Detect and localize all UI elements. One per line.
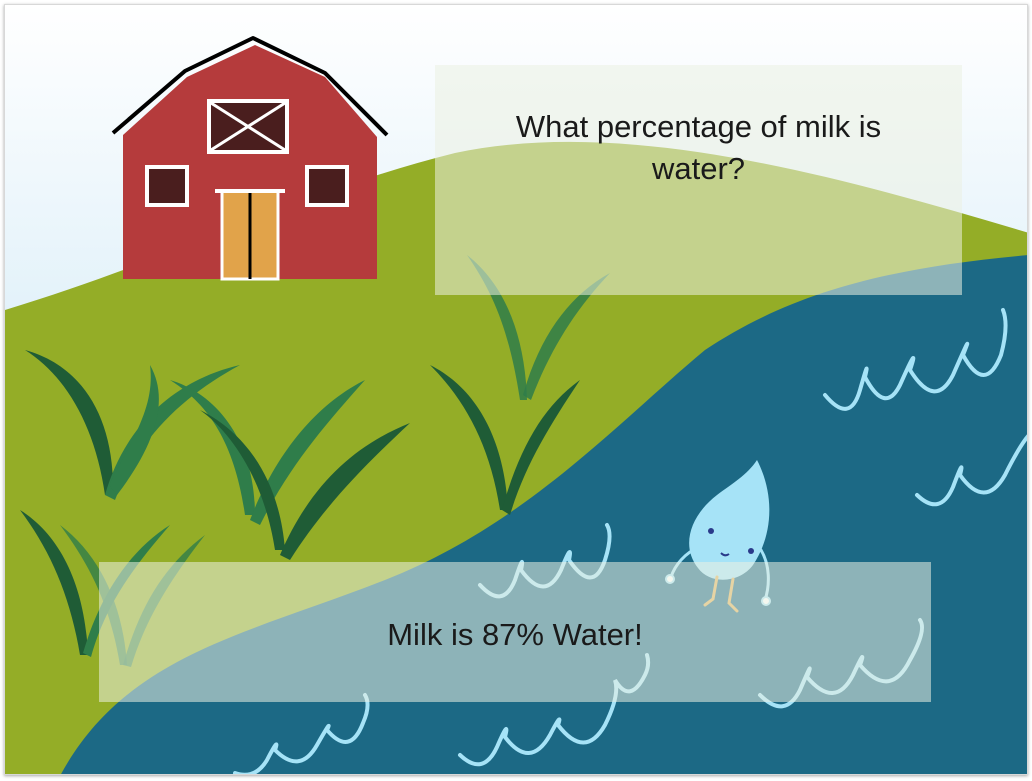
answer-textbox[interactable]: Milk is 87% Water! [99, 562, 931, 702]
question-text: What percentage of milk is water? [515, 109, 882, 186]
question-textbox[interactable]: What percentage of milk is water? [435, 65, 962, 295]
slide: What percentage of milk is water? Milk i… [4, 4, 1028, 775]
corn-plants [20, 255, 610, 667]
answer-text: Milk is 87% Water! [387, 617, 643, 652]
corn-plant-icon [170, 380, 410, 560]
wave-icon [233, 693, 370, 774]
corn-plant-icon [430, 255, 610, 515]
wave-icon [915, 434, 1027, 507]
corn-plant-icon [25, 350, 240, 500]
wave-icon [823, 308, 1008, 411]
barn-icon [111, 36, 389, 281]
